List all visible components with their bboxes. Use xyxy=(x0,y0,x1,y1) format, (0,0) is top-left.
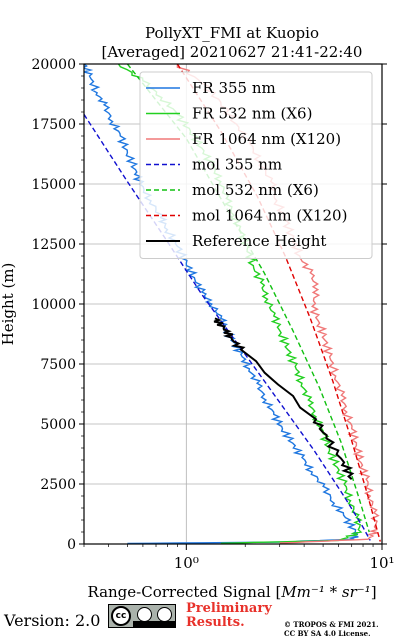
legend-label: Reference Height xyxy=(192,232,326,250)
plot-area: 0 2500 5000 7500 10000 12500 15000 17500 20000 10… xyxy=(31,57,394,572)
y-tick-label: 20000 xyxy=(31,57,76,73)
preliminary-notice: Preliminary Results. xyxy=(186,602,272,630)
legend-label: FR 1064 nm (X120) xyxy=(192,130,341,148)
y-tick-label: 12500 xyxy=(31,237,76,253)
series-line-fr-355-nm xyxy=(84,64,359,544)
y-tick-label: 10000 xyxy=(31,297,76,313)
y-tick-label: 15000 xyxy=(31,177,76,193)
copyright-line2: CC BY SA 4.0 License. xyxy=(284,629,371,638)
y-axis-label: Height (m) xyxy=(0,263,17,346)
chart-subtitle: [Averaged] 20210627 21:41-22:40 xyxy=(102,43,363,61)
x-axis-label: Range-Corrected Signal [Mm⁻¹ * sr⁻¹] xyxy=(87,583,376,601)
legend-label: mol 532 nm (X6) xyxy=(192,181,319,199)
cc-icon: cc xyxy=(111,606,131,626)
y-tick-label: 5000 xyxy=(40,417,76,433)
copyright-notice: © TROPOS & FMI 2021. CC BY SA 4.0 Licens… xyxy=(284,620,379,638)
y-tick-label: 0 xyxy=(67,537,76,553)
legend-label: mol 355 nm xyxy=(192,156,282,174)
x-axis-label-end: ] xyxy=(371,583,377,601)
by-icon xyxy=(137,607,152,622)
x-axis-label-text: Range-Corrected Signal [ xyxy=(87,583,281,601)
legend-label: FR 532 nm (X6) xyxy=(192,105,312,123)
x-tick-label: 10⁰ xyxy=(174,554,199,572)
sa-icon xyxy=(157,607,172,622)
legend-box xyxy=(139,71,373,259)
legend-label: FR 355 nm xyxy=(192,79,276,97)
version-label: Version: 2.0 xyxy=(4,611,101,630)
cc-by-sa-icon[interactable]: cc xyxy=(108,604,176,628)
legend-label: mol 1064 nm (X120) xyxy=(192,207,347,225)
copyright-line1: © TROPOS & FMI 2021. xyxy=(284,620,379,629)
preliminary-line1: Preliminary xyxy=(186,601,272,616)
y-tick-label: 17500 xyxy=(31,117,76,133)
x-axis-label-math: Mm⁻¹ * sr⁻¹ xyxy=(280,583,370,601)
y-tick-label: 2500 xyxy=(40,477,76,493)
preliminary-line2: Results. xyxy=(186,615,245,630)
series-line-reference-height xyxy=(213,317,355,480)
chart-title: PollyXT_FMI at Kuopio xyxy=(145,24,319,42)
license-strip xyxy=(133,621,175,627)
x-tick-label: 10¹ xyxy=(369,554,394,572)
y-tick-label: 7500 xyxy=(40,357,76,373)
